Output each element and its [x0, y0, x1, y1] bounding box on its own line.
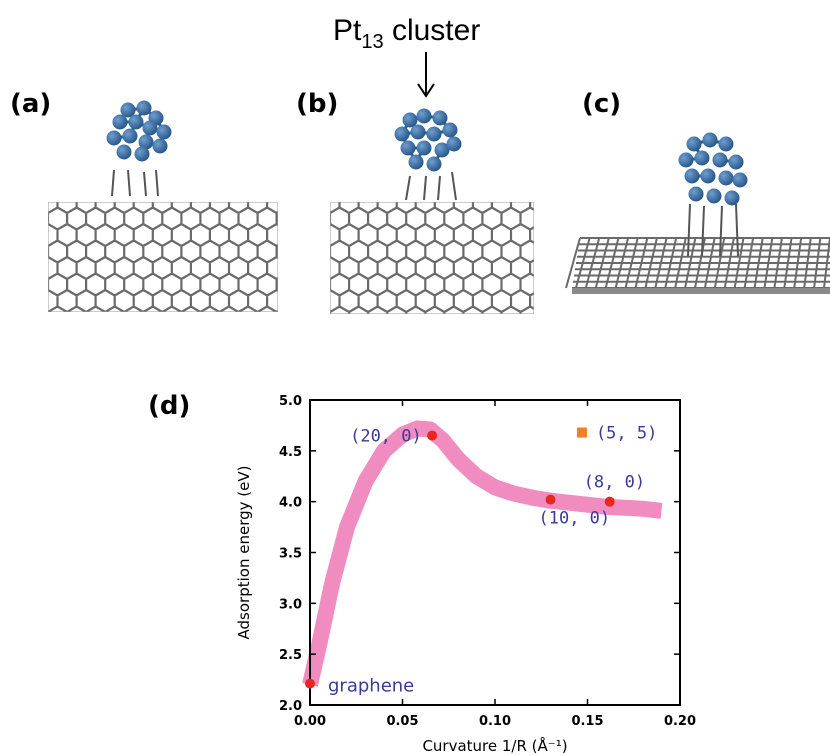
- pt-atom: [142, 120, 158, 136]
- cluster-title: Pt13 cluster: [333, 14, 480, 53]
- pt-atom: [434, 142, 450, 158]
- bond: [687, 203, 691, 257]
- data-point: [305, 678, 315, 689]
- data-point-label: (5, 5): [596, 424, 657, 444]
- pt-atom: [106, 130, 122, 146]
- pt-atom: [408, 154, 424, 170]
- bond: [701, 205, 705, 257]
- axis-ticks: 0.00 0.05 0.10 0.15 0.20 2.0 2.5 3.0 3.5 4.0 4.5 5.…: [279, 394, 696, 729]
- panel-label-b: (b): [296, 89, 338, 119]
- cluster-title-rest: cluster: [384, 14, 481, 47]
- y-tick-label: 2.0: [279, 699, 302, 714]
- x-tick-label: 0.15: [571, 714, 603, 729]
- pt-atom: [136, 100, 152, 116]
- pt-atom: [426, 156, 442, 172]
- data-point: [545, 494, 556, 505]
- pt-cluster-a: [106, 100, 172, 197]
- pt-atom: [152, 138, 168, 154]
- pt-atom: [718, 170, 734, 186]
- y-tick-label: 3.5: [279, 547, 302, 562]
- pt-atom: [706, 188, 722, 204]
- bond: [423, 175, 427, 201]
- pt-atom: [712, 152, 728, 168]
- y-axis-title: Adsorption energy (eV): [235, 466, 253, 640]
- pt-atom: [402, 112, 418, 128]
- bond: [155, 169, 159, 197]
- panel-label-d: (d): [148, 391, 190, 421]
- data-point-square: [576, 427, 587, 438]
- nanotube-b: [330, 200, 534, 314]
- pt-atom: [686, 136, 702, 152]
- pt-atom: [410, 124, 426, 140]
- hex-lattice: [330, 202, 534, 314]
- pt-atom: [702, 132, 718, 148]
- pt-atom: [684, 168, 700, 184]
- pt-atom: [732, 172, 748, 188]
- adsorption-energy-chart: 0.00 0.05 0.10 0.15 0.20 2.0 2.5 3.0 3.5 4.0 4.5 5.…: [235, 394, 696, 755]
- pt-atom: [120, 102, 136, 118]
- sheet-grid: [565, 237, 830, 289]
- pt-cluster-b: [394, 108, 462, 201]
- bond: [127, 169, 131, 197]
- y-tick-label: 4.0: [279, 496, 302, 511]
- arrow-icon: [417, 52, 435, 98]
- pt-cluster-c: [678, 132, 748, 257]
- bond: [143, 171, 147, 197]
- bond: [111, 169, 115, 197]
- pt-atom: [138, 134, 154, 150]
- x-axis-title: Curvature 1/R (Å⁻¹): [422, 736, 567, 755]
- y-tick-label: 2.5: [279, 648, 302, 663]
- data-point: [427, 430, 438, 441]
- data-points: graphene (20, 0) (10, 0) (8, 0) (5, 5): [305, 424, 657, 697]
- pt-atom: [134, 146, 150, 162]
- bond: [451, 171, 457, 201]
- pt-atom: [426, 126, 442, 142]
- pt-atom: [724, 190, 740, 206]
- panel-label-a: (a): [10, 89, 51, 119]
- pt-atom: [442, 122, 458, 138]
- pt-atom: [112, 114, 128, 130]
- y-tick-label: 4.5: [279, 445, 302, 460]
- pt-atom: [416, 140, 432, 156]
- nanotube-a: [48, 200, 278, 312]
- pt-atom: [128, 114, 144, 130]
- bond: [405, 175, 411, 201]
- y-tick-label: 3.0: [279, 597, 302, 612]
- pt-atom: [400, 140, 416, 156]
- pt-atom: [688, 186, 704, 202]
- pt-atom: [446, 136, 462, 152]
- data-point-label: graphene: [328, 676, 414, 697]
- pt-atom: [116, 144, 132, 160]
- pt-atom: [122, 128, 138, 144]
- pt-atom: [694, 150, 710, 166]
- pt-atom: [416, 108, 432, 124]
- bond: [437, 175, 441, 201]
- data-point-label: (20, 0): [350, 427, 422, 447]
- pt-atom: [728, 154, 744, 170]
- pt-atom: [678, 152, 694, 168]
- graphene-sheet-c: [565, 237, 830, 294]
- trend-curve: [302, 420, 663, 687]
- data-point-label: (8, 0): [584, 473, 645, 493]
- pt-atom: [432, 110, 448, 126]
- panel-label-c: (c): [582, 89, 621, 119]
- bond: [735, 203, 739, 257]
- data-point: [604, 496, 615, 507]
- cluster-title-subscript: 13: [361, 31, 383, 53]
- x-tick-label: 0.00: [294, 714, 326, 729]
- x-tick-label: 0.20: [664, 714, 696, 729]
- data-point-label: (10, 0): [539, 509, 611, 529]
- x-tick-label: 0.10: [479, 714, 511, 729]
- y-tick-label: 5.0: [279, 394, 302, 409]
- trend-band: [302, 420, 663, 687]
- sheet-edge: [572, 288, 830, 294]
- pt-atom: [718, 136, 734, 152]
- pt-atom: [394, 126, 410, 142]
- bond: [719, 205, 723, 257]
- cluster-title-main: Pt: [333, 14, 362, 47]
- pt-atom: [700, 168, 716, 184]
- pt-atom: [156, 124, 172, 140]
- x-tick-label: 0.05: [386, 714, 418, 729]
